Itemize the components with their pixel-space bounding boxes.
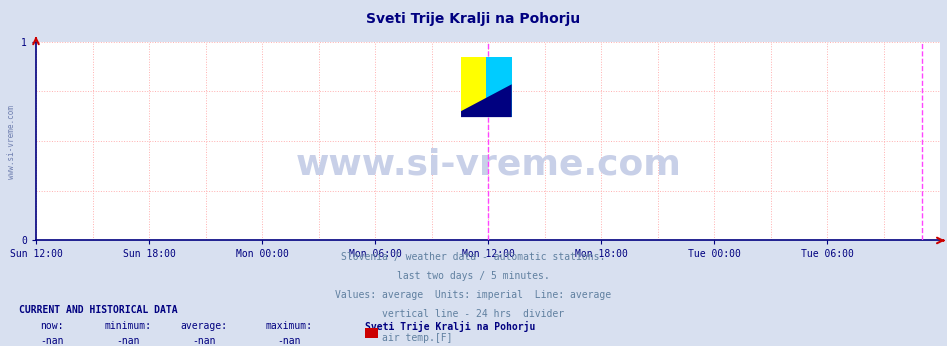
- Text: -nan: -nan: [192, 336, 215, 346]
- Text: Sveti Trije Kralji na Pohorju: Sveti Trije Kralji na Pohorju: [366, 12, 581, 26]
- Text: -nan: -nan: [116, 336, 139, 346]
- Text: average:: average:: [180, 321, 227, 331]
- Text: -nan: -nan: [277, 336, 300, 346]
- Text: www.si-vreme.com: www.si-vreme.com: [7, 105, 16, 179]
- Text: CURRENT AND HISTORICAL DATA: CURRENT AND HISTORICAL DATA: [19, 305, 178, 315]
- Text: www.si-vreme.com: www.si-vreme.com: [295, 148, 681, 182]
- Polygon shape: [487, 57, 511, 117]
- Text: Values: average  Units: imperial  Line: average: Values: average Units: imperial Line: av…: [335, 290, 612, 300]
- Text: air temp.[F]: air temp.[F]: [382, 333, 452, 343]
- Polygon shape: [461, 84, 511, 117]
- Text: minimum:: minimum:: [104, 321, 152, 331]
- Text: -nan: -nan: [41, 336, 63, 346]
- Text: vertical line - 24 hrs  divider: vertical line - 24 hrs divider: [383, 309, 564, 319]
- Text: now:: now:: [41, 321, 63, 331]
- Text: maximum:: maximum:: [265, 321, 313, 331]
- Polygon shape: [461, 57, 487, 117]
- Text: Sveti Trije Kralji na Pohorju: Sveti Trije Kralji na Pohorju: [365, 321, 535, 332]
- Text: last two days / 5 minutes.: last two days / 5 minutes.: [397, 271, 550, 281]
- Text: Slovenia / weather data - automatic stations.: Slovenia / weather data - automatic stat…: [341, 252, 606, 262]
